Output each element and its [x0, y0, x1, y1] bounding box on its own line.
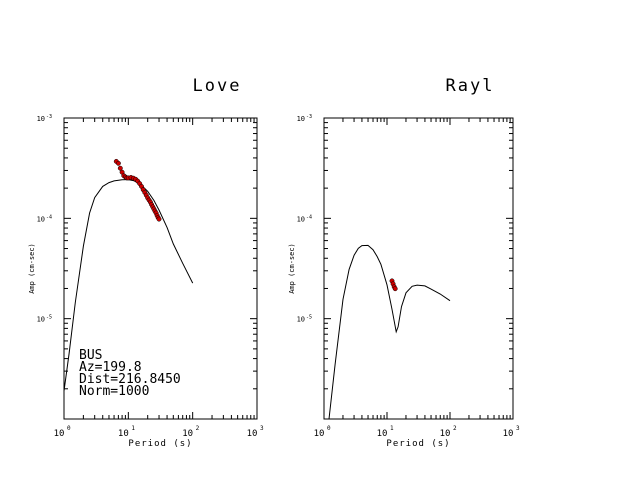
panel-1-info-line: Norm=1000 — [79, 384, 149, 399]
panel-1-y-axis-label: Amp (cm-sec) — [28, 243, 36, 294]
panel-1-x-tick-exponent: 0 — [67, 425, 71, 432]
panel-1-x-axis-label: Period (s) — [128, 439, 192, 449]
panel-1-y-tick-exponent: -4 — [46, 214, 52, 220]
panel-2-y-tick-label: 10 — [297, 115, 305, 123]
panel-1-y-tick-label: 10 — [37, 316, 45, 324]
panel-2-x-tick-exponent: 1 — [390, 425, 394, 432]
panel-1-y-tick-exponent: -5 — [46, 315, 52, 321]
panel-1-x-tick-exponent: 3 — [260, 425, 264, 432]
panel-1-y-tick-exponent: -3 — [46, 114, 52, 120]
panel-2-x-tick-label: 10 — [440, 429, 451, 439]
panel-1-info-line: BUS — [79, 348, 102, 363]
panel-1-y-tick-label: 10 — [37, 215, 45, 223]
panel-2-y-tick-exponent: -5 — [306, 315, 312, 321]
panel-1-x-tick-label: 10 — [247, 429, 258, 439]
panel-2-y-axis-label: Amp (cm-sec) — [288, 243, 296, 294]
panel-2-x-axis-label: Period (s) — [386, 439, 450, 449]
panel-2-plot-frame — [323, 117, 514, 420]
panel-2-x-tick-exponent: 2 — [453, 425, 457, 432]
panel-1-info-line: Az=199.8 — [79, 360, 142, 375]
panel-2-y-tick-label: 10 — [297, 316, 305, 324]
panel-1-y-tick-label: 10 — [37, 115, 45, 123]
panel-1-x-tick-label: 10 — [118, 429, 129, 439]
panel-1-observed-point — [115, 160, 121, 166]
panel-2-y-tick-label: 10 — [297, 215, 305, 223]
panel-2-theory-curve — [324, 244, 451, 419]
panel-2-x-tick-label: 10 — [503, 429, 514, 439]
panel-2-x-tick-exponent: 3 — [516, 425, 520, 432]
panel-2-x-tick-label: 10 — [377, 429, 388, 439]
panel-1-theory-curve — [64, 179, 194, 392]
panel-2-y-tick-exponent: -4 — [306, 214, 312, 220]
panel-2-x-tick-exponent: 0 — [327, 425, 331, 432]
panel-2-y-tick-exponent: -3 — [306, 114, 312, 120]
panel-1-x-tick-label: 10 — [182, 429, 193, 439]
panel-1-observed-point — [117, 165, 123, 171]
panel-1-x-tick-exponent: 2 — [196, 425, 200, 432]
panel-2-observed-point — [392, 286, 398, 292]
panel-1-observed-point — [156, 216, 162, 222]
panel-1-plot-frame — [63, 117, 258, 420]
panel-1-x-tick-label: 10 — [54, 429, 65, 439]
panel-1-info-line: Dist=216.8450 — [79, 372, 181, 387]
panel-1-x-tick-exponent: 1 — [131, 425, 135, 432]
panel-1-title: Love — [193, 76, 242, 96]
panel-2-x-tick-label: 10 — [314, 429, 325, 439]
panel-2-title: Rayl — [446, 76, 495, 96]
